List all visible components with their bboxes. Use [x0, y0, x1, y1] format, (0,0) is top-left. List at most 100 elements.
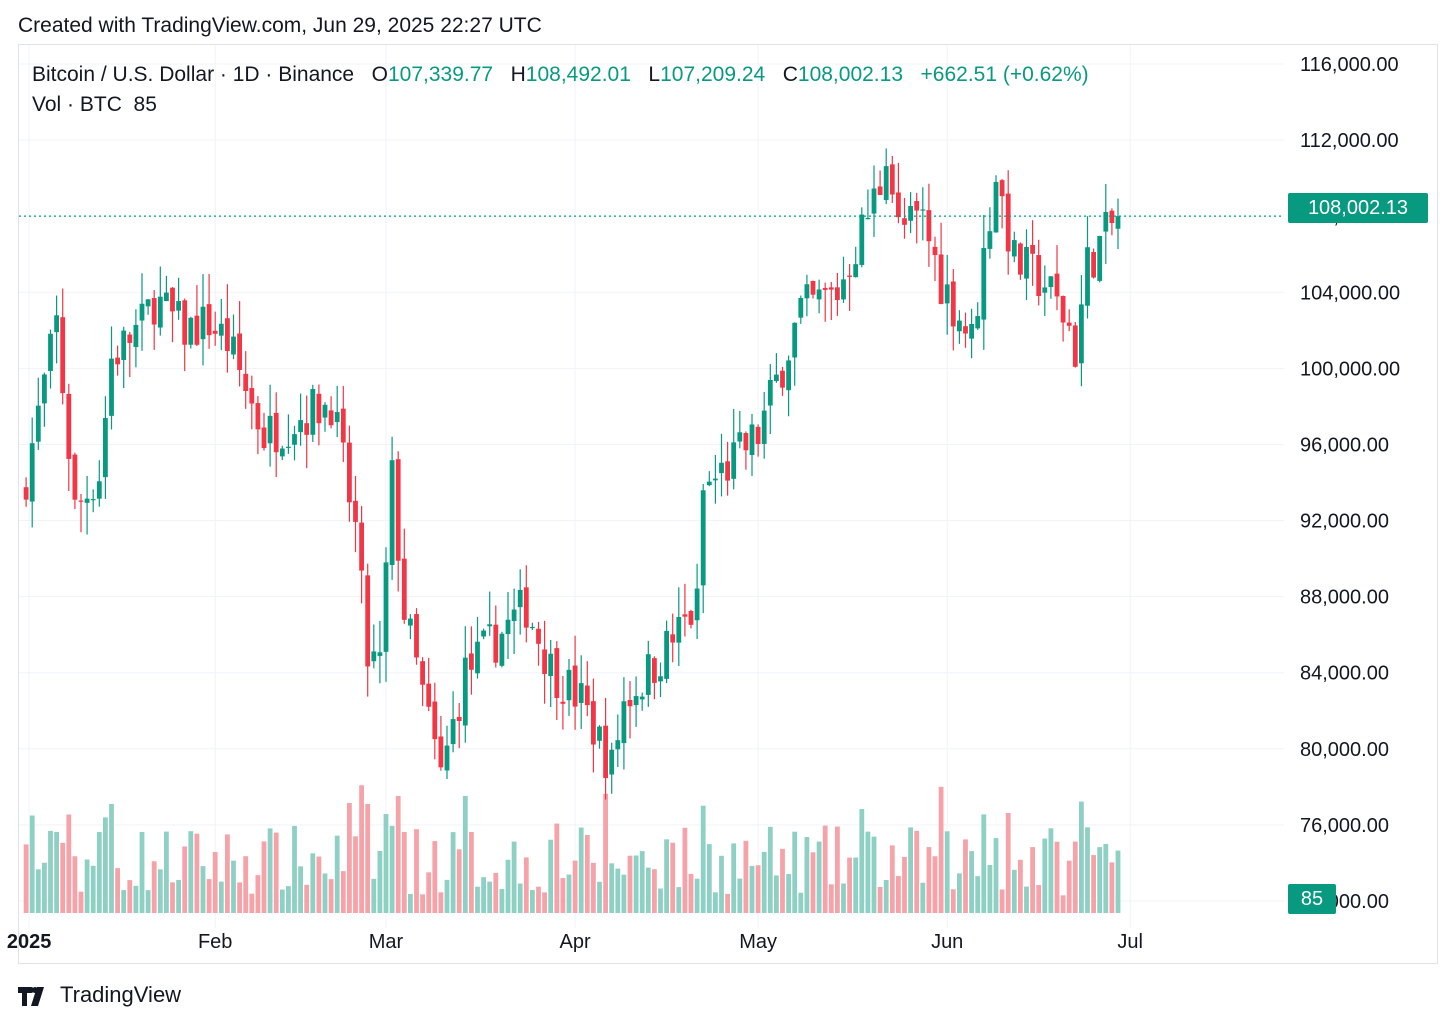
volume-bar	[902, 856, 907, 913]
volume-bar	[713, 892, 718, 913]
tradingview-logo-icon	[18, 987, 44, 1006]
volume-bar	[420, 894, 425, 913]
volume-bar	[1005, 812, 1011, 913]
volume-bar	[96, 832, 102, 913]
candle-body	[243, 373, 249, 391]
y-axis-tick-label: 92,000.00	[1300, 511, 1389, 533]
candle-body	[462, 657, 468, 726]
volume-bar	[1097, 847, 1103, 913]
volume-bar	[621, 874, 627, 913]
volume-bar	[938, 786, 944, 913]
candle-body	[511, 609, 517, 621]
candle-body	[499, 633, 505, 666]
candle-body	[530, 626, 535, 629]
y-axis-tick-label: 116,000.00	[1300, 54, 1399, 76]
volume-bar	[1048, 828, 1054, 913]
volume-bar	[926, 847, 932, 913]
price-candles	[23, 148, 1121, 800]
symbol-title[interactable]: Bitcoin / U.S. Dollar · 1D · Binance	[32, 63, 355, 86]
volume-bar	[542, 892, 547, 913]
candle-body	[389, 460, 395, 566]
candle-body	[932, 246, 938, 256]
volume-label[interactable]: Vol · BTC	[32, 93, 122, 116]
volume-bar	[523, 857, 529, 913]
candle-body	[353, 500, 358, 522]
candle-body	[279, 448, 285, 457]
candle-body	[1042, 287, 1048, 293]
x-axis-tick-label: May	[739, 931, 777, 953]
volume-bar	[432, 841, 438, 913]
volume-bar	[426, 872, 432, 913]
candle-body	[109, 358, 114, 416]
tradingview-logo[interactable]: TradingView	[18, 982, 181, 1008]
candle-body	[359, 522, 364, 571]
candle-body	[347, 442, 352, 503]
candle-body	[713, 478, 718, 481]
candle-body	[408, 618, 413, 626]
candle-body	[493, 624, 499, 663]
volume-bar	[682, 827, 688, 913]
volume-bar	[572, 860, 578, 913]
candle-body	[42, 374, 47, 404]
candle-body	[395, 459, 401, 561]
created-with-caption: Created with TradingView.com, Jun 29, 20…	[18, 14, 542, 37]
candle-body	[938, 254, 944, 304]
volume-bar	[35, 869, 41, 913]
volume-bar	[822, 825, 828, 913]
volume-bar	[273, 832, 279, 913]
candle-body	[292, 434, 297, 445]
volume-bar	[182, 846, 188, 913]
volume-bar	[365, 803, 371, 913]
candle-body	[1030, 244, 1035, 254]
volume-bar	[206, 879, 212, 913]
y-axis-tick-label: 88,000.00	[1300, 587, 1389, 609]
volume-tag: 85	[1288, 884, 1336, 914]
y-axis-tick-label: 112,000.00	[1300, 130, 1399, 152]
candle-body	[841, 279, 846, 300]
x-axis-tick-label: Feb	[198, 931, 232, 953]
volume-bar	[1079, 801, 1084, 913]
candle-body	[883, 166, 889, 201]
candle-body	[469, 653, 474, 670]
volume-bar	[481, 877, 486, 913]
volume-bar	[847, 857, 852, 913]
volume-bar	[109, 803, 114, 913]
candle-body	[151, 298, 157, 325]
candle-body	[737, 432, 743, 442]
volume-bar	[658, 888, 663, 913]
candle-body	[615, 740, 621, 750]
volume-bar	[1103, 843, 1109, 913]
price-axis: 116,000.00112,000.00108,000.00104,000.00…	[1300, 54, 1400, 913]
candle-body	[999, 180, 1005, 197]
volume-bar	[554, 823, 560, 913]
volume-bar	[255, 875, 261, 913]
candle-body	[60, 317, 66, 394]
volume-bar	[438, 892, 444, 913]
candle-body	[755, 426, 761, 444]
volume-bar	[328, 879, 334, 913]
candle-body	[334, 412, 340, 423]
candle-body	[1060, 296, 1066, 323]
candle-body	[889, 164, 895, 195]
y-axis-tick-label: 76,000.00	[1300, 815, 1389, 837]
volume-bar	[981, 814, 987, 913]
candle-body	[139, 303, 145, 321]
candle-body	[963, 326, 968, 334]
candle-body	[896, 192, 901, 218]
volume-bar	[243, 856, 249, 913]
volume-bar	[944, 831, 950, 913]
candle-body	[127, 334, 133, 343]
candle-body	[170, 287, 175, 312]
candle-body	[810, 280, 816, 295]
volume-bar	[121, 890, 127, 913]
volume-bar	[493, 872, 499, 913]
volume-bar	[719, 855, 724, 913]
candle-body	[688, 611, 694, 625]
volume-bar	[786, 874, 791, 913]
candle-body	[603, 725, 608, 779]
candle-body	[218, 323, 224, 336]
volume-bar	[48, 830, 53, 913]
volume-bar	[743, 840, 749, 913]
candle-body	[694, 588, 700, 621]
